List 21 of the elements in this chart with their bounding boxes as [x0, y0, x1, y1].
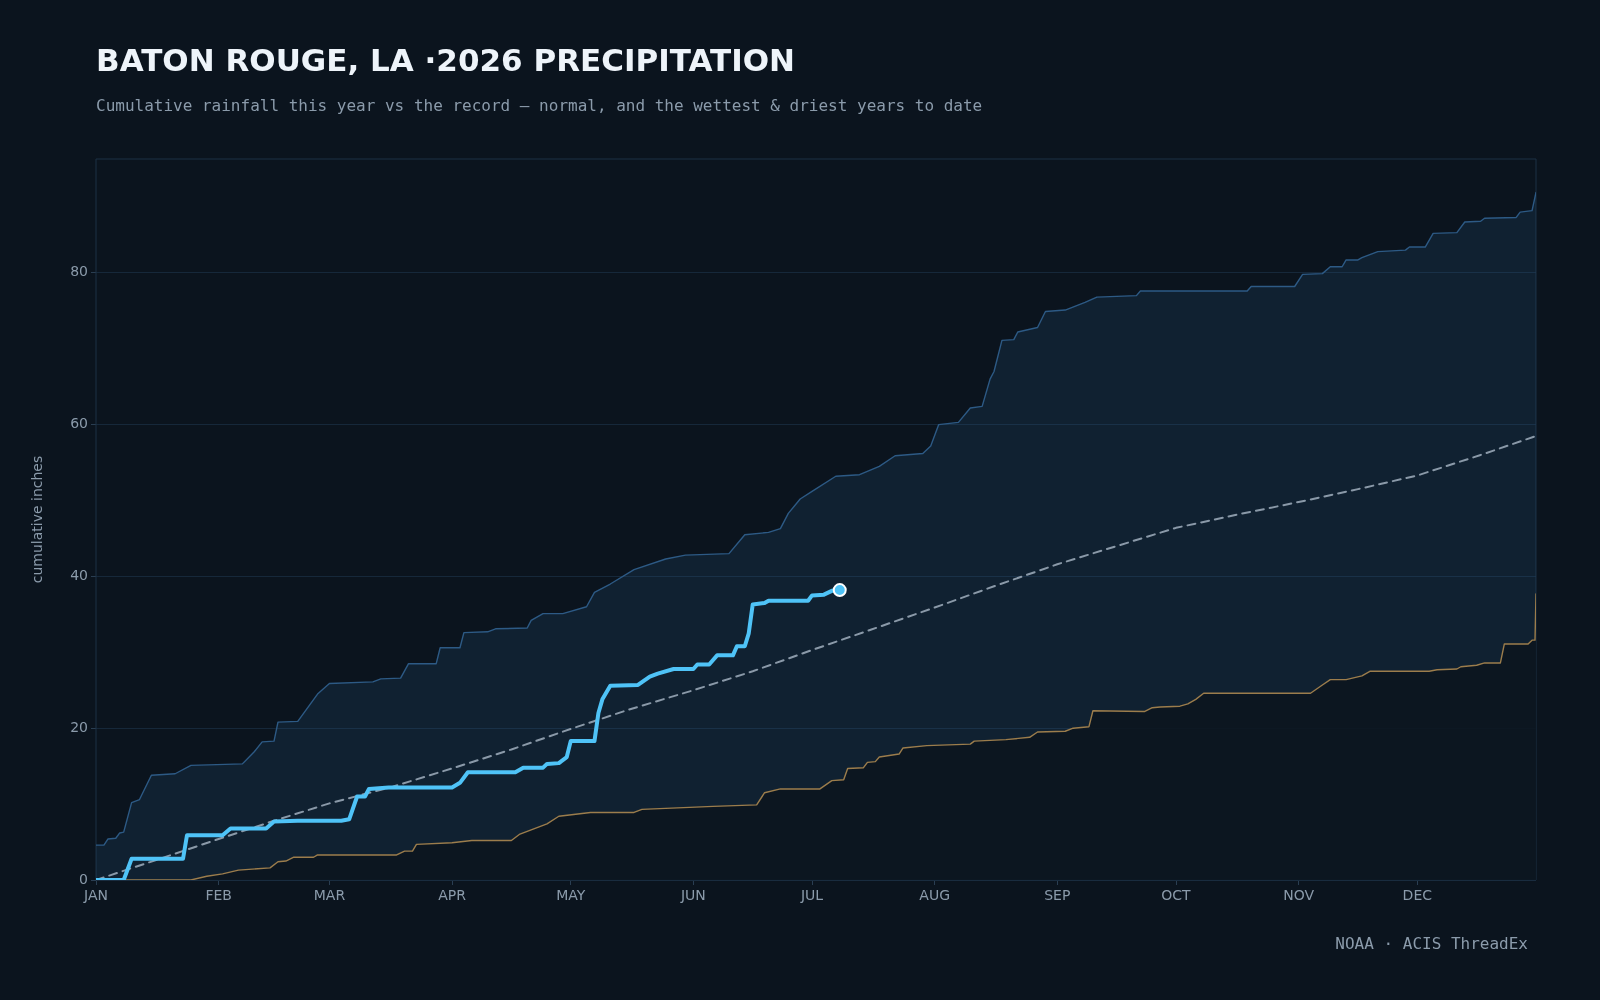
y-tick-label: 0	[79, 870, 88, 887]
x-tick-label: SEP	[1044, 887, 1071, 904]
x-tick-label: NOV	[1283, 887, 1315, 904]
x-tick-label: MAR	[313, 887, 346, 904]
x-tick-label: APR	[438, 887, 467, 904]
y-tick-label: 40	[70, 567, 88, 584]
x-tick-label: JUL	[799, 887, 824, 904]
y-tick-label: 20	[70, 718, 88, 735]
y-axis-title: cumulative inches	[29, 455, 46, 584]
y-tick-label: 80	[70, 263, 88, 280]
x-tick-label: DEC	[1402, 887, 1433, 904]
x-tick-label: MAY	[556, 887, 586, 904]
text: NOAA · ACIS ThreadEx	[1335, 934, 1528, 953]
chart-subtitle: Cumulative rainfall this year vs the record — normal, and the wettest & driest years to date	[96, 96, 983, 115]
x-tick-label: FEB	[205, 887, 232, 904]
x-tick-label: OCT	[1161, 887, 1192, 904]
x-tick-label: AUG	[919, 887, 951, 904]
y-tick-label: 60	[70, 415, 88, 432]
x-tick-label: JAN	[83, 887, 108, 904]
chart-title: BATON ROUGE, LA ·2026 PRECIPITATION	[96, 42, 796, 78]
x-tick-label: JUN	[679, 887, 706, 904]
